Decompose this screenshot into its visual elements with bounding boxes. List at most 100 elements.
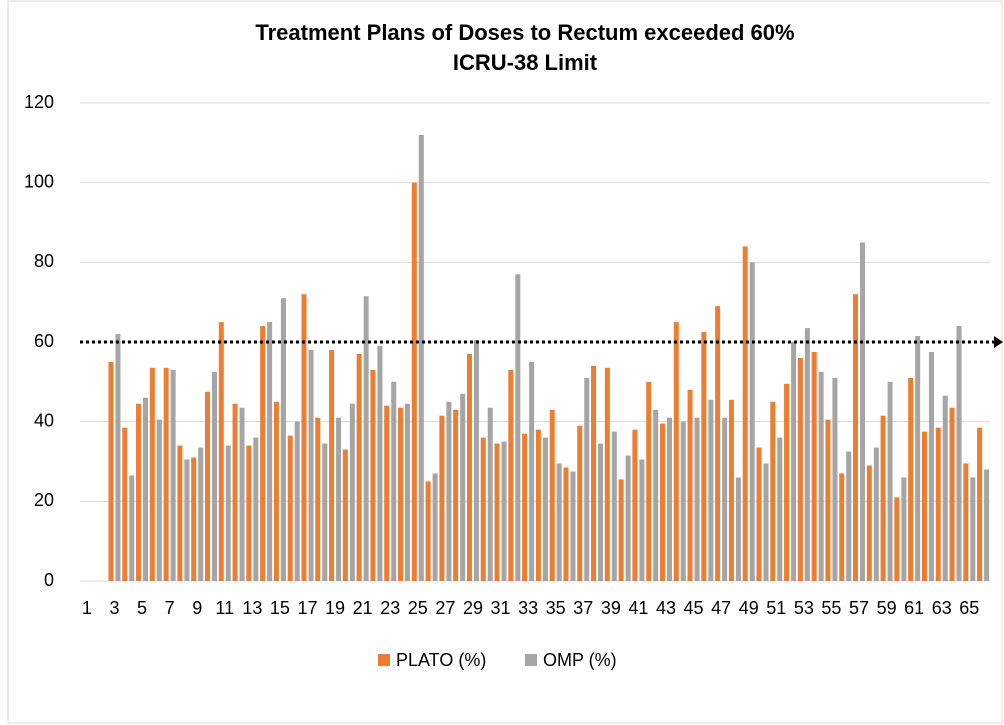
bar: [928, 351, 934, 581]
y-tick-label: 60: [34, 331, 54, 351]
bar: [308, 349, 314, 581]
bar: [556, 463, 562, 581]
bar: [777, 437, 783, 581]
bar: [177, 445, 183, 581]
bar: [329, 349, 335, 581]
bar: [722, 417, 728, 581]
bar: [784, 383, 790, 581]
bar: [880, 415, 886, 581]
bar: [853, 294, 859, 581]
bar: [108, 361, 114, 581]
bar: [363, 296, 369, 581]
bar: [239, 407, 245, 581]
bar: [811, 351, 817, 581]
x-tick-label: 61: [904, 598, 924, 618]
bar: [425, 481, 431, 581]
bar: [860, 242, 866, 581]
bar: [749, 262, 755, 581]
x-tick-label: 47: [711, 598, 731, 618]
bar: [894, 497, 900, 581]
bar: [873, 447, 879, 581]
x-tick-label: 13: [242, 598, 262, 618]
x-tick-label: 9: [192, 598, 202, 618]
chart-title: ICRU-38 Limit: [453, 50, 598, 75]
bar: [673, 322, 679, 581]
bar: [405, 403, 411, 581]
bar: [508, 369, 514, 581]
chart-title: Treatment Plans of Doses to Rectum excee…: [255, 20, 794, 45]
bar: [804, 328, 810, 581]
x-tick-label: 1: [82, 598, 92, 618]
y-tick-label: 120: [24, 92, 54, 112]
bar: [770, 401, 776, 581]
bar: [522, 433, 528, 581]
bar: [735, 477, 741, 581]
bar: [260, 326, 266, 581]
bar: [294, 421, 300, 581]
bar: [487, 407, 493, 581]
bar: [446, 401, 452, 581]
x-tick-label: 41: [628, 598, 648, 618]
bar: [115, 334, 121, 581]
bar: [280, 298, 286, 581]
x-tick-label: 25: [408, 598, 428, 618]
bar: [342, 449, 348, 581]
bar: [156, 419, 162, 581]
bar: [466, 353, 472, 581]
bar: [515, 274, 521, 581]
bar: [204, 391, 210, 581]
y-tick-label: 40: [34, 410, 54, 430]
x-tick-label: 33: [518, 598, 538, 618]
legend-swatch: [378, 654, 390, 666]
x-tick-label: 21: [353, 598, 373, 618]
bar: [549, 409, 555, 581]
bar: [935, 427, 941, 581]
bar: [797, 357, 803, 581]
bar: [143, 397, 149, 581]
bar: [604, 367, 610, 581]
bar: [715, 306, 721, 581]
bar: [625, 455, 631, 581]
bar: [432, 473, 438, 581]
bar: [618, 479, 624, 581]
bar: [315, 417, 321, 581]
bar: [287, 435, 293, 581]
legend-swatch: [525, 654, 537, 666]
bar: [646, 381, 652, 581]
bar: [377, 345, 383, 581]
bar: [480, 437, 486, 581]
x-tick-label: 57: [849, 598, 869, 618]
bar: [728, 399, 734, 581]
bar: [687, 389, 693, 581]
bar: [970, 477, 976, 581]
bar: [384, 405, 390, 581]
bar: [598, 443, 604, 581]
x-tick-label: 55: [821, 598, 841, 618]
bar: [846, 451, 852, 581]
bar: [577, 425, 583, 581]
bar: [246, 445, 252, 581]
x-tick-label: 23: [380, 598, 400, 618]
bar: [198, 447, 204, 581]
bar: [253, 437, 259, 581]
bar: [418, 134, 424, 581]
x-tick-label: 35: [546, 598, 566, 618]
bar: [632, 429, 638, 581]
x-tick-label: 17: [297, 598, 317, 618]
bar: [529, 361, 535, 581]
bar: [439, 415, 445, 581]
x-tick-label: 59: [877, 598, 897, 618]
x-tick-label: 65: [959, 598, 979, 618]
bar: [542, 437, 548, 581]
bar: [763, 463, 769, 581]
legend-label: OMP (%): [543, 650, 617, 670]
bar: [322, 443, 328, 581]
bar: [349, 403, 355, 581]
x-tick-label: 39: [601, 598, 621, 618]
bar: [225, 445, 231, 581]
bar: [832, 377, 838, 581]
x-tick-label: 27: [435, 598, 455, 618]
bar: [453, 409, 459, 581]
bar: [170, 369, 176, 581]
bar: [708, 399, 714, 581]
